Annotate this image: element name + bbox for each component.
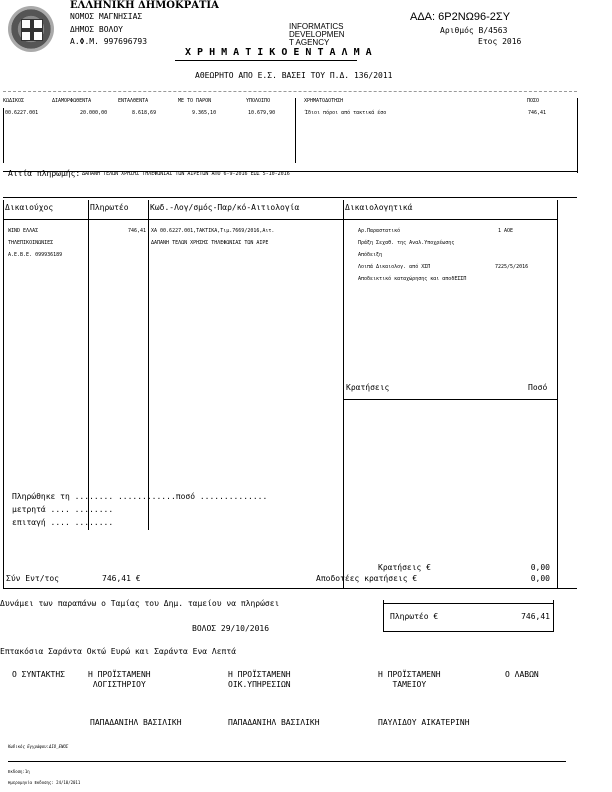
- payment-reason-label: Αιτία πληρωμής:: [8, 169, 81, 178]
- signature-title: Η ΠΡΟΪΣΤΑΜΕΝΗ ΟΙΚ.ΥΠΗΡΕΣΙΩΝ: [228, 670, 291, 689]
- beneficiary-name: WIND ΕΛΛΑΣ: [8, 228, 39, 234]
- payable-value: 746,41: [521, 612, 550, 621]
- amount-header: Ποσό: [528, 383, 548, 392]
- municipality: ΔΗΜΟΣ ΒΟΛΟΥ: [70, 25, 123, 34]
- document-code: Κωδικός Εγγράφου:ΔΙΟ_ΕΝΟΣ: [8, 744, 69, 749]
- payable-amount: 746,41: [127, 228, 146, 234]
- signatory-name: ΠΑΠΑΔΑΝΙΗΛ ΒΑΣΙΛΙΚΗ: [228, 718, 320, 727]
- remitted-withholdings-value: 0,00: [530, 574, 550, 583]
- ada-code: ΑΔΑ: 6Ρ2ΝΩ96-2ΣΥ: [410, 11, 511, 23]
- withholdings-header: Κρατήσεις: [346, 383, 390, 392]
- payment-reason: ΔΑΠΑΝΗ ΤΕΛΩΝ ΧΡΗΣΗΣ ΤΗΛΕΦΩΝΙΑΣ ΤΩΝ ΑΙΡΕΤ…: [82, 171, 290, 177]
- remitted-withholdings-label: Αποδοτέες κρατήσεις €: [316, 574, 418, 583]
- payable-label: Πληρωτέο €: [390, 612, 439, 621]
- signatory-name: ΠΑΥΛΙΔΟΥ ΑΙΚΑΤΕΡΙΝΗ: [378, 718, 470, 727]
- signature-title: Η ΠΡΟΪΣΤΑΜΕΝΗ ΤΑΜΕΙΟΥ: [378, 670, 441, 689]
- version: Εκδοση:1η: [8, 769, 30, 774]
- signatory-name: ΠΑΠΑΔΑΝΙΗΛ ΒΑΣΙΛΙΚΗ: [90, 718, 182, 727]
- withholdings-label: Κρατήσεις €: [378, 563, 431, 572]
- signature-title: Η ΠΡΟΪΣΤΑΜΕΝΗ ΛΟΓΙΣΤΗΡΙΟΥ: [88, 670, 151, 689]
- greek-coat-of-arms-logo: [8, 6, 54, 52]
- signature-title: Ο ΣΥΝΤΑΚΤΗΣ: [12, 670, 65, 679]
- subtitle: ΑΘΕΩΡΗΤΟ ΑΠΟ Ε.Σ. ΒΑΣΕΙ ΤΟΥ Π.Δ. 136/201…: [195, 71, 393, 80]
- amount-in-words: Επτακόσια Σαράντα Οκτώ Ευρώ και Σαράντα …: [0, 647, 237, 656]
- signature-title: Ο ΛΑΒΩΝ: [505, 670, 539, 679]
- divider: [175, 60, 357, 61]
- country-name: ΕΛΛΗΝΙΚΗ ΔΗΜΟΚΡΑΤΙΑ: [70, 0, 219, 11]
- payment-order-text: Δυνάμει των παραπάνω ο Ταμίας του Δημ. τ…: [0, 599, 280, 608]
- version-date: Ημερομηνία Εκδοσης: 24/10/2011: [8, 780, 81, 785]
- place-date: ΒΟΛΟΣ 29/10/2016: [192, 624, 270, 633]
- withholdings-value: 0,00: [530, 563, 550, 572]
- total-label: Σύν Εντ/τος: [6, 574, 59, 583]
- prefecture: ΝΟΜΟΣ ΜΑΓΝΗΣΙΑΣ: [70, 12, 143, 21]
- divider: [3, 91, 577, 92]
- order-number: Αριθμός Β/4563: [440, 26, 508, 35]
- year: Ετος 2016: [478, 37, 522, 46]
- page-title: Χ Ρ Η Μ Α Τ Ι Κ Ο Ε Ν Τ Α Λ Μ Α: [185, 47, 372, 58]
- tax-id: Α.Φ.Μ. 997696793: [70, 37, 148, 46]
- total-value: 746,41 €: [102, 574, 141, 583]
